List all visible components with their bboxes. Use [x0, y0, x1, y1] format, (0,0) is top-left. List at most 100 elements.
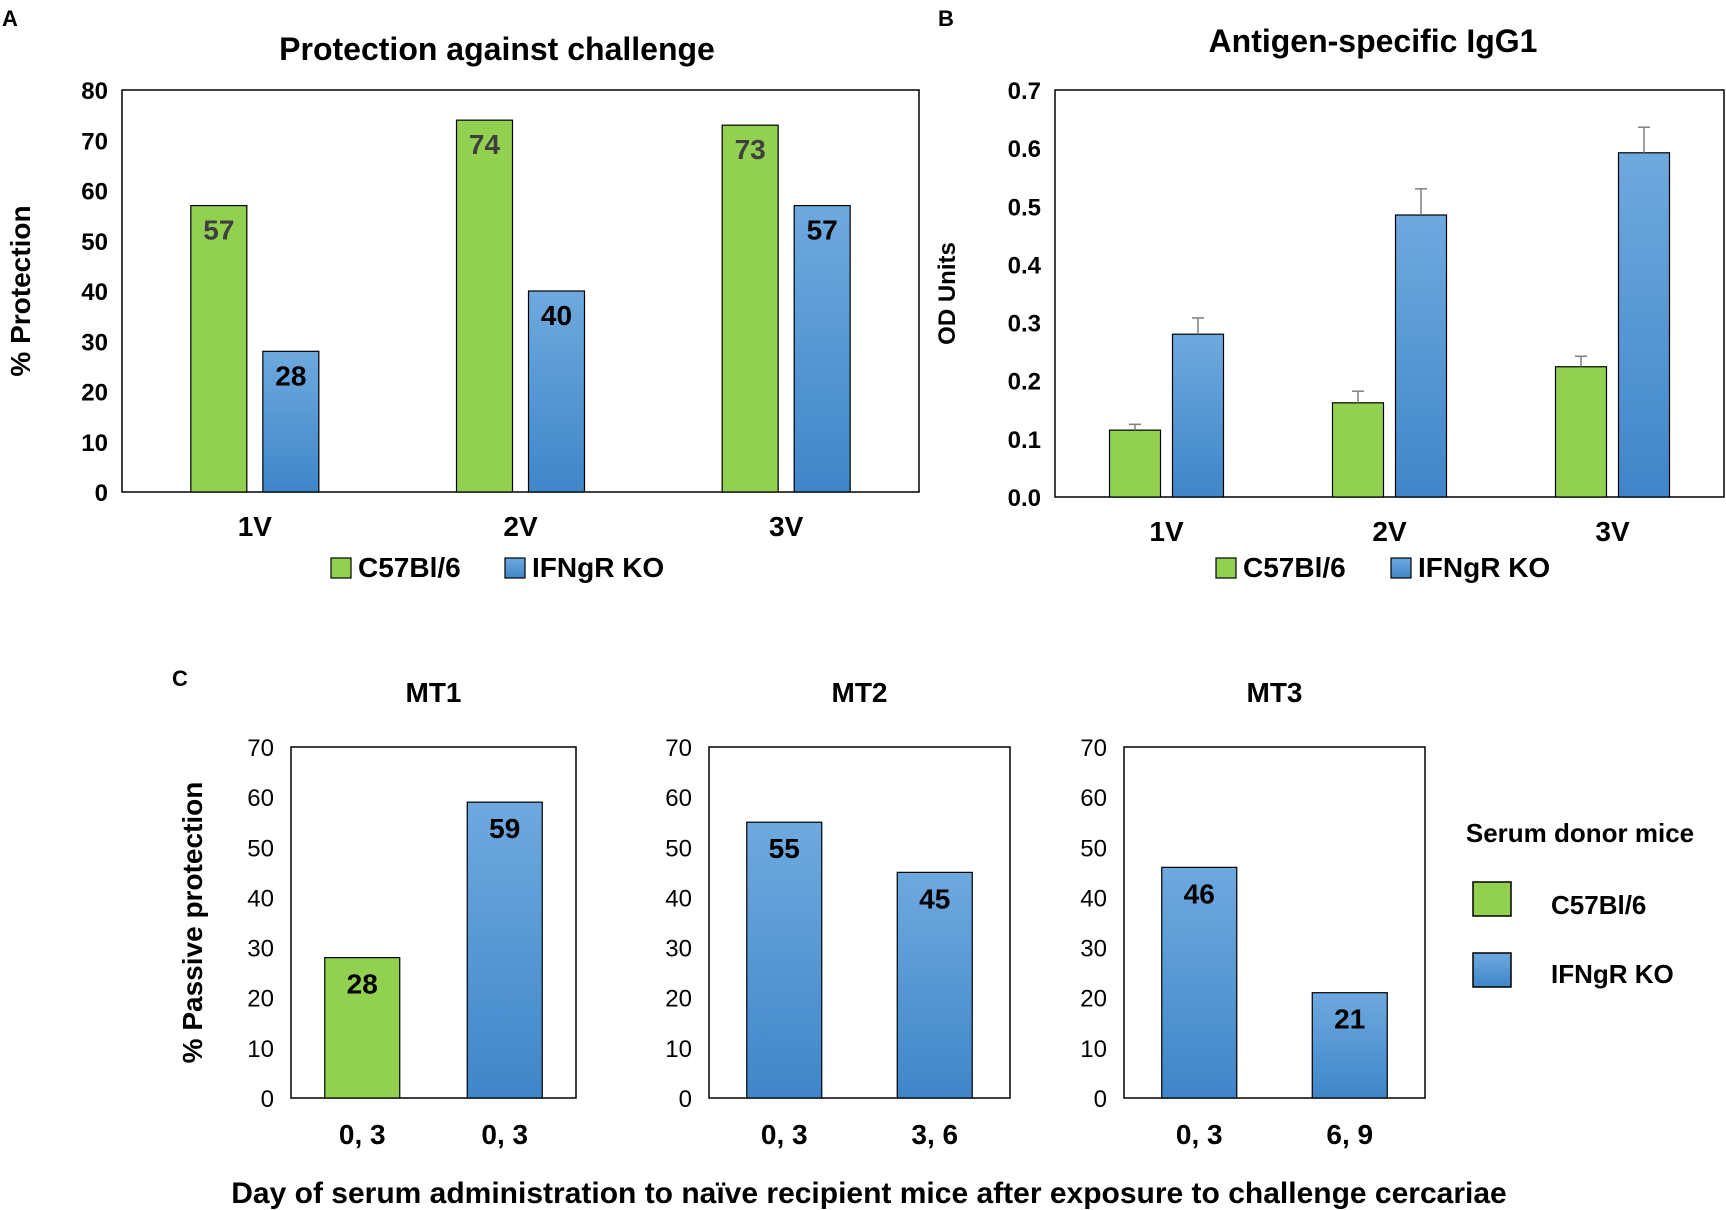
x-tick-label: 1V	[238, 511, 273, 542]
y-tick-label: 0.4	[1008, 252, 1042, 279]
x-tick-label: 2V	[503, 511, 538, 542]
y-tick-label: 70	[665, 735, 692, 762]
bar-ifngr-ko-3v	[1617, 152, 1671, 498]
y-tick-label: 0.5	[1008, 194, 1041, 221]
y-tick-label: 60	[1080, 785, 1107, 812]
y-tick-label: 0.7	[1008, 78, 1041, 105]
bar-mt3-1	[1161, 866, 1238, 1099]
x-tick-label: 6, 9	[1326, 1119, 1373, 1150]
x-tick-label: 0, 3	[481, 1119, 528, 1150]
y-tick-label: 30	[247, 936, 274, 963]
panel-letter-c: C	[172, 666, 188, 691]
bar-c57bl-6-3v	[721, 124, 779, 493]
legend-label-ifngr-ko: IFNgR KO	[532, 552, 664, 583]
data-label: 46	[1184, 878, 1215, 909]
chart-c-mt2: MT2 0 10 20 30 40 50 60 70 55 0, 3 45 3, 6	[665, 677, 1011, 1150]
bar-mt1-1	[324, 956, 401, 1099]
y-tick-label: 70	[81, 128, 108, 155]
legend-label-c57bl-6: C57Bl/6	[358, 552, 461, 583]
data-label: 21	[1334, 1004, 1365, 1035]
data-label: 57	[807, 215, 838, 246]
data-label: 45	[919, 883, 950, 914]
y-tick-label: 10	[665, 1036, 692, 1063]
x-tick-label: 3V	[1595, 516, 1630, 547]
bar-c57bl-6-1v	[190, 204, 248, 493]
legend-swatch-ifngr-ko	[504, 557, 526, 579]
data-label: 40	[541, 300, 572, 331]
chart-c-mt1: MT1 0 10 20 30 40 50 60 70 % Passive protection 28…	[177, 677, 577, 1150]
y-tick-label: 0	[679, 1086, 692, 1113]
panel-letter-a: A	[2, 6, 18, 31]
legend-label-ifngr-ko: IFNgR KO	[1418, 552, 1550, 583]
bar-c57bl-6-2v	[455, 119, 514, 493]
y-tick-label: 0.2	[1008, 369, 1041, 396]
panel-c-xlabel: Day of serum administration to naïve rec…	[231, 1177, 1506, 1210]
legend-swatch-c57bl-6	[330, 557, 352, 579]
y-tick-label: 0.0	[1008, 485, 1041, 512]
y-tick-label: 40	[81, 279, 108, 306]
chart-title: MT2	[832, 677, 888, 708]
chart-title: Protection against challenge	[279, 31, 715, 67]
y-tick-label: 40	[247, 885, 274, 912]
x-tick-label: 0, 3	[761, 1119, 808, 1150]
y-axis-label: % Protection	[5, 205, 36, 376]
chart-title: MT1	[406, 677, 462, 708]
x-tick-label: 1V	[1149, 516, 1184, 547]
x-tick-label: 3, 6	[911, 1119, 958, 1150]
bar-c57bl-6-3v	[1554, 366, 1608, 498]
y-tick-label: 0.3	[1008, 311, 1041, 338]
panel-c-legend-label-ifngr-ko: IFNgR KO	[1551, 959, 1674, 989]
y-tick-label: 20	[1080, 986, 1107, 1013]
data-label: 73	[735, 134, 766, 165]
plot-frame	[290, 746, 577, 1099]
y-tick-label: 0.6	[1008, 136, 1041, 163]
x-tick-label: 0, 3	[1176, 1119, 1223, 1150]
legend-label-c57bl-6: C57Bl/6	[1243, 552, 1346, 583]
y-tick-label: 0	[1094, 1086, 1107, 1113]
y-tick-label: 60	[81, 179, 108, 206]
y-axis-label: % Passive protection	[177, 782, 208, 1064]
y-tick-label: 20	[81, 380, 108, 407]
panel-c-legend-swatch-ifngr-ko	[1472, 952, 1512, 988]
y-tick-label: 10	[1080, 1036, 1107, 1063]
y-tick-label: 70	[247, 735, 274, 762]
panel-letter-b: B	[938, 6, 954, 31]
y-tick-label: 60	[247, 785, 274, 812]
panel-c-legend-label-c57bl6: C57Bl/6	[1551, 890, 1646, 920]
panel-c-legend-swatch-c57bl6	[1472, 881, 1512, 917]
y-tick-label: 50	[81, 229, 108, 256]
y-tick-label: 0	[261, 1086, 274, 1113]
data-label: 28	[347, 969, 378, 1000]
y-tick-label: 20	[665, 986, 692, 1013]
bar-ifngr-ko-2v	[1394, 214, 1448, 498]
data-label: 59	[489, 813, 520, 844]
y-tick-label: 40	[665, 885, 692, 912]
plot-frame	[121, 89, 920, 493]
chart-b: Antigen-specific IgG1 0.0 0.1 0.2 0.3 0.4 0.5 0…	[934, 23, 1725, 583]
plot-frame	[1054, 89, 1725, 498]
plot-frame	[708, 746, 1011, 1099]
bar-ifngr-ko-1v	[262, 350, 320, 493]
bar-c57bl-6-2v	[1331, 402, 1385, 498]
y-axis-label: OD Units	[934, 242, 961, 345]
x-tick-label: 2V	[1372, 516, 1407, 547]
chart-title: MT3	[1247, 677, 1303, 708]
chart-a: Protection against challenge 0 10 20 30 40 50 6…	[5, 31, 920, 583]
y-tick-label: 30	[1080, 936, 1107, 963]
chart-c-mt3: MT3 0 10 20 30 40 50 60 70 46 0, 3 21 6, 9	[1080, 677, 1426, 1150]
y-tick-label: 50	[1080, 835, 1107, 862]
y-tick-label: 70	[1080, 735, 1107, 762]
data-label: 55	[769, 833, 800, 864]
chart-title: Antigen-specific IgG1	[1209, 23, 1538, 59]
y-tick-label: 80	[81, 78, 108, 105]
y-tick-label: 0.1	[1008, 427, 1041, 454]
data-label: 57	[203, 215, 234, 246]
legend-swatch-c57bl-6	[1215, 557, 1237, 579]
panel-c-legend: Serum donor mice C57Bl/6 IFNgR KO	[1466, 818, 1694, 989]
y-tick-label: 50	[665, 835, 692, 862]
bar-mt1-2	[466, 801, 543, 1099]
bar-c57bl-6-1v	[1108, 429, 1162, 498]
y-tick-label: 10	[81, 430, 108, 457]
y-tick-label: 60	[665, 785, 692, 812]
